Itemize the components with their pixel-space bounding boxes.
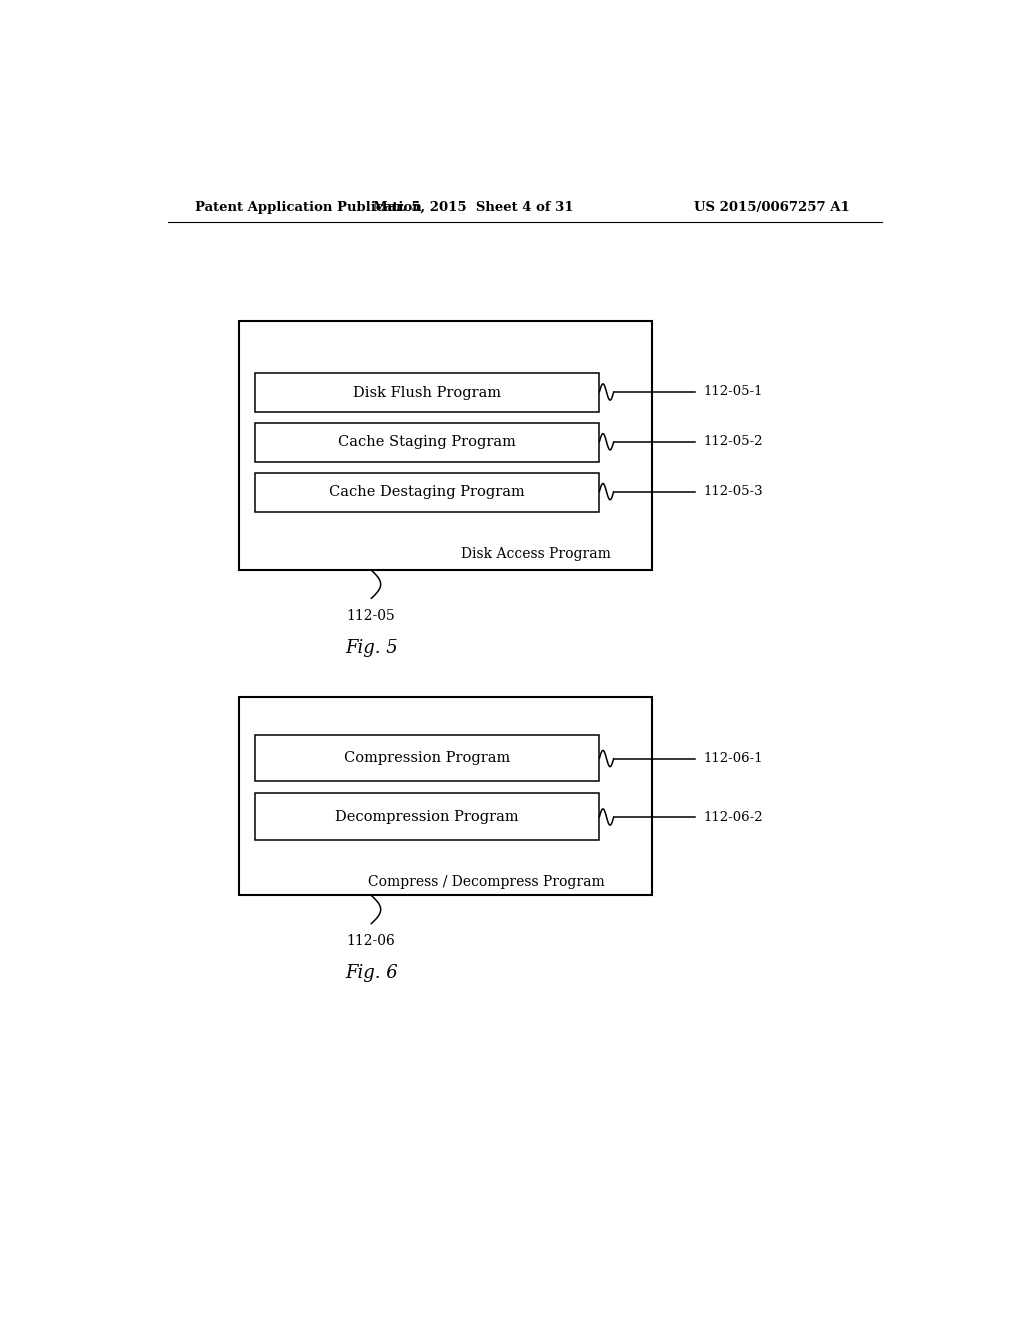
Text: Cache Destaging Program: Cache Destaging Program xyxy=(329,486,525,499)
FancyBboxPatch shape xyxy=(240,321,652,570)
Text: 112-05-2: 112-05-2 xyxy=(703,436,763,449)
Text: Compress / Decompress Program: Compress / Decompress Program xyxy=(369,875,605,890)
FancyBboxPatch shape xyxy=(240,697,652,895)
Text: Disk Access Program: Disk Access Program xyxy=(461,546,611,561)
Text: Patent Application Publication: Patent Application Publication xyxy=(196,201,422,214)
Text: 112-06: 112-06 xyxy=(347,935,395,948)
Text: 112-06-1: 112-06-1 xyxy=(703,752,763,766)
Text: 112-05-1: 112-05-1 xyxy=(703,385,763,399)
Text: Mar. 5, 2015  Sheet 4 of 31: Mar. 5, 2015 Sheet 4 of 31 xyxy=(373,201,573,214)
Text: US 2015/0067257 A1: US 2015/0067257 A1 xyxy=(694,201,850,214)
Text: 112-05-3: 112-05-3 xyxy=(703,486,763,498)
FancyBboxPatch shape xyxy=(255,735,599,781)
Text: Fig. 6: Fig. 6 xyxy=(345,965,397,982)
FancyBboxPatch shape xyxy=(255,374,599,412)
Text: 112-06-2: 112-06-2 xyxy=(703,810,763,824)
Text: Fig. 5: Fig. 5 xyxy=(345,639,397,657)
Text: Compression Program: Compression Program xyxy=(344,751,510,766)
FancyBboxPatch shape xyxy=(255,793,599,840)
Text: Disk Flush Program: Disk Flush Program xyxy=(353,385,501,400)
FancyBboxPatch shape xyxy=(255,473,599,512)
Text: 112-05: 112-05 xyxy=(347,609,395,623)
Text: Cache Staging Program: Cache Staging Program xyxy=(338,436,516,449)
FancyBboxPatch shape xyxy=(255,424,599,462)
Text: Decompression Program: Decompression Program xyxy=(335,809,519,824)
